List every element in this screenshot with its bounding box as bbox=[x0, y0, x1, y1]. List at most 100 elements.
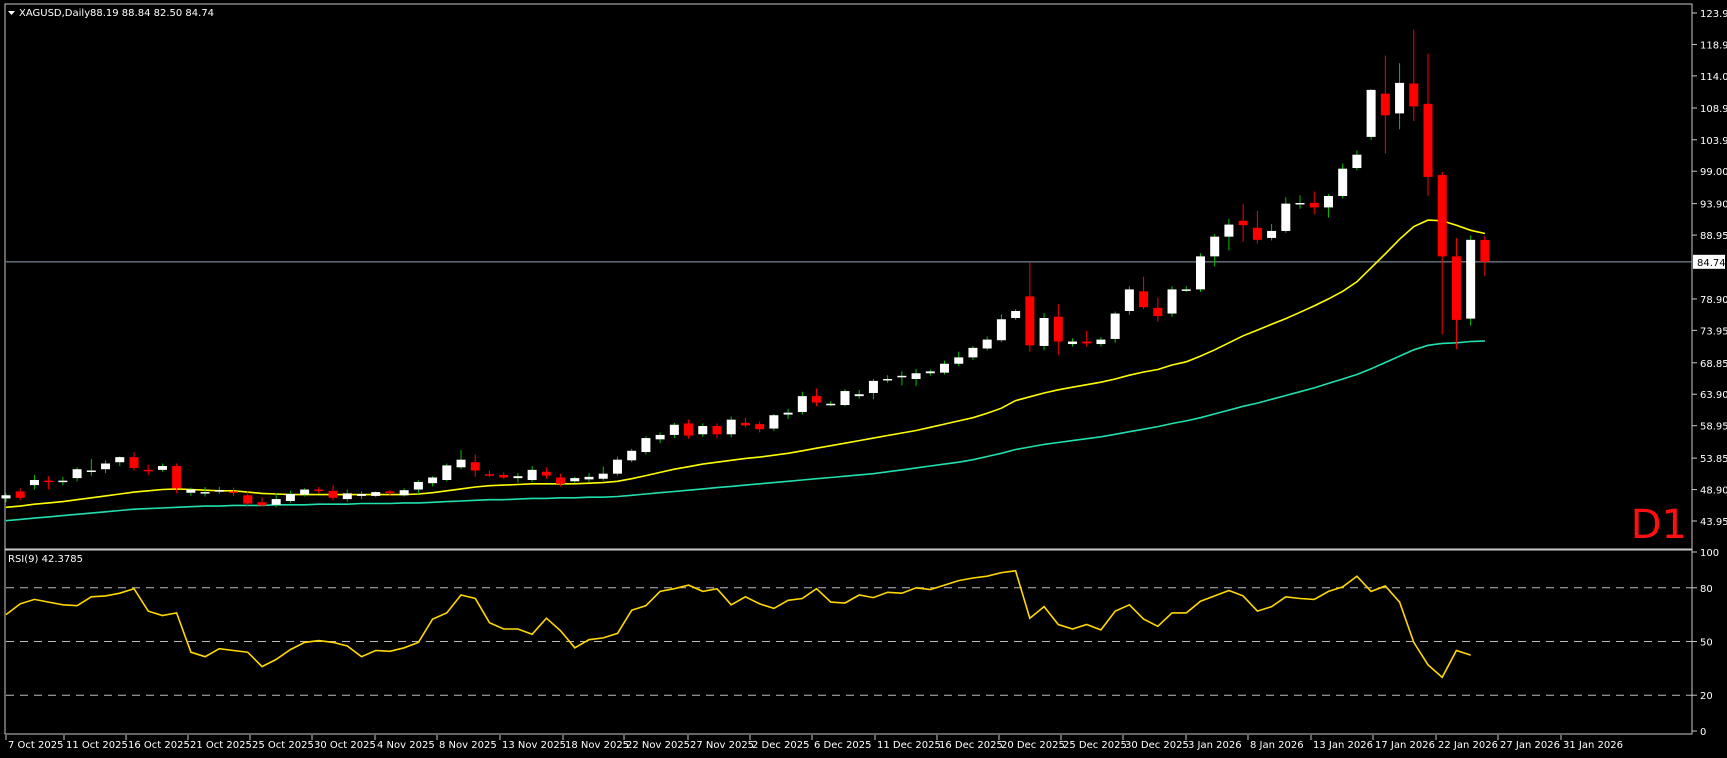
candle bbox=[342, 489, 352, 502]
candle-body bbox=[527, 469, 537, 481]
candle bbox=[200, 487, 210, 497]
candle-series bbox=[1, 29, 1490, 508]
candle-body bbox=[1281, 203, 1291, 231]
candle-body bbox=[484, 474, 494, 476]
price-tick-label: 53.85 bbox=[1700, 454, 1727, 465]
time-tick-label: 16 Oct 2025 bbox=[128, 740, 190, 751]
candle bbox=[1139, 276, 1149, 310]
candle bbox=[513, 473, 523, 483]
candle bbox=[1110, 311, 1120, 343]
candle bbox=[157, 463, 167, 472]
candle-body bbox=[385, 491, 395, 493]
candle bbox=[413, 480, 423, 494]
candle bbox=[1025, 262, 1035, 352]
price-axis: 123.90 118.95 114.00 108.95 103.95 99.00 93.90… bbox=[6, 9, 1727, 528]
time-tick-label: 27 Jan 2026 bbox=[1500, 740, 1560, 751]
candle-body bbox=[1252, 227, 1262, 240]
candle bbox=[769, 413, 779, 432]
rsi-title: RSI(9) 42.3785 bbox=[8, 554, 83, 565]
candle-body bbox=[470, 462, 480, 471]
candle-body bbox=[1380, 93, 1390, 116]
candle bbox=[797, 391, 807, 415]
symbol-title: XAGUSD,Daily bbox=[19, 8, 90, 19]
time-tick-label: 31 Jan 2026 bbox=[1563, 740, 1623, 751]
current-price-tag bbox=[1693, 254, 1725, 269]
candle bbox=[257, 497, 267, 507]
candle-body bbox=[342, 493, 352, 500]
candle-body bbox=[1323, 195, 1333, 208]
candle-body bbox=[712, 426, 722, 435]
price-tick-label: 88.95 bbox=[1700, 231, 1727, 242]
candle-body bbox=[840, 391, 850, 406]
dropdown-triangle-icon[interactable] bbox=[8, 11, 15, 15]
candle bbox=[72, 467, 82, 482]
candle bbox=[1338, 163, 1348, 199]
candle-body bbox=[1295, 202, 1305, 205]
candle bbox=[1039, 312, 1049, 351]
candle-body bbox=[1025, 296, 1035, 346]
candle-body bbox=[1082, 341, 1092, 344]
time-tick-label: 6 Dec 2025 bbox=[814, 740, 872, 751]
time-tick-label: 16 Dec 2025 bbox=[939, 740, 1003, 751]
candle-body bbox=[1167, 289, 1177, 314]
candle bbox=[101, 460, 111, 474]
candle-body bbox=[1110, 313, 1120, 339]
time-tick-label: 2 Dec 2025 bbox=[752, 740, 810, 751]
ma-slow-line bbox=[5, 340, 1485, 522]
candle-body bbox=[968, 347, 978, 358]
candle-body bbox=[1395, 82, 1405, 114]
candle bbox=[854, 389, 864, 399]
candle-body bbox=[868, 380, 878, 393]
rsi-tick-label: 0 bbox=[1700, 727, 1706, 738]
candle-body bbox=[442, 465, 452, 481]
candle-body bbox=[669, 424, 679, 435]
candle-body bbox=[826, 403, 836, 406]
candle-body bbox=[1480, 239, 1490, 262]
candle-body bbox=[328, 490, 338, 498]
candle bbox=[940, 360, 950, 375]
candle-body bbox=[1338, 168, 1348, 196]
candle bbox=[58, 476, 68, 486]
time-tick-label: 13 Jan 2026 bbox=[1313, 740, 1373, 751]
candle bbox=[1124, 286, 1134, 315]
candle bbox=[399, 488, 409, 497]
candle bbox=[584, 473, 594, 482]
candle-body bbox=[285, 493, 295, 501]
candle-body bbox=[15, 491, 25, 498]
candle bbox=[669, 422, 679, 439]
price-tick-label: 99.00 bbox=[1700, 167, 1727, 178]
candle-body bbox=[755, 424, 765, 430]
candle bbox=[641, 436, 651, 455]
ma-fast-line bbox=[5, 219, 1486, 509]
time-tick-label: 21 Oct 2025 bbox=[190, 740, 252, 751]
rsi-line bbox=[5, 569, 1471, 679]
candle bbox=[214, 487, 224, 494]
time-tick-label: 22 Nov 2025 bbox=[626, 740, 690, 751]
candle-body bbox=[1409, 83, 1419, 107]
candle bbox=[1451, 237, 1461, 350]
rsi-tick-label: 100 bbox=[1700, 548, 1719, 559]
candle bbox=[456, 450, 466, 470]
price-tick-label: 123.90 bbox=[1700, 9, 1727, 20]
candle bbox=[86, 459, 96, 476]
price-tick-label: 58.95 bbox=[1700, 422, 1727, 433]
candle-body bbox=[29, 480, 39, 486]
candle bbox=[968, 345, 978, 360]
candle bbox=[1224, 218, 1234, 251]
candle bbox=[285, 490, 295, 503]
candle bbox=[470, 454, 480, 477]
candle bbox=[328, 485, 338, 501]
candle-body bbox=[996, 319, 1006, 341]
candle bbox=[357, 491, 366, 500]
candle bbox=[243, 491, 253, 507]
candle bbox=[229, 487, 239, 496]
candle bbox=[570, 476, 580, 484]
candle-body bbox=[726, 419, 736, 435]
candle-body bbox=[641, 438, 651, 453]
candle-body bbox=[513, 476, 523, 479]
candle-body bbox=[1139, 291, 1149, 308]
candle-body bbox=[44, 480, 54, 483]
candle bbox=[1181, 286, 1191, 292]
